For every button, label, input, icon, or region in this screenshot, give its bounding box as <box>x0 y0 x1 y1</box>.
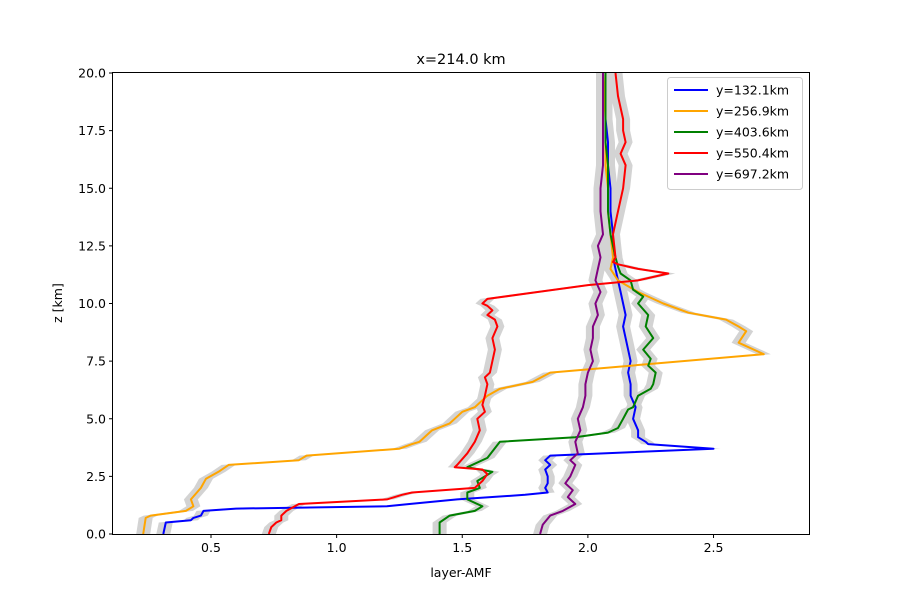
x-tick-label-5: 2.5 <box>704 540 724 555</box>
series-lines <box>142 72 765 535</box>
y-tick-label-6: 12.5 <box>78 238 106 253</box>
y-axis-ticks: 0.0 2.5 5.0 7.5 10.0 12.5 15.0 17.5 20.0 <box>78 66 113 542</box>
y-tick-label-8: 17.5 <box>78 123 106 138</box>
legend-label-1: y=132.1km <box>716 83 789 98</box>
series-line-5 <box>539 73 604 535</box>
x-tick-label-1: 0.5 <box>201 540 221 555</box>
y-tick-label-5: 10.0 <box>78 296 106 311</box>
x-tick-label-3: 1.5 <box>452 540 472 555</box>
legend-label-5: y=697.2km <box>716 167 789 182</box>
x-tick-label-2: 1.0 <box>327 540 347 555</box>
y-tick-label-1: 0.0 <box>86 527 106 542</box>
series-band-4 <box>261 73 676 534</box>
legend-items: y=132.1km y=256.9km y=403.6km y=550.4km y=69… <box>674 83 789 182</box>
series-line-2 <box>142 72 765 535</box>
y-tick-label-9: 20.0 <box>78 66 106 81</box>
legend-box <box>667 77 803 190</box>
x-tick-label-4: 2.0 <box>578 540 598 555</box>
chart-title: x=214.0 km <box>416 52 505 68</box>
y-tick-label-4: 7.5 <box>86 354 106 369</box>
series-line-4 <box>267 72 670 535</box>
y-axis-label: z [km] <box>50 283 65 323</box>
y-tick-label-7: 15.0 <box>78 181 106 196</box>
legend-label-2: y=256.9km <box>716 104 789 119</box>
x-axis-ticks: 0.5 1.0 1.5 2.0 2.5 <box>201 534 723 555</box>
y-tick-label-2: 2.5 <box>86 469 106 484</box>
legend-label-3: y=403.6km <box>716 125 789 140</box>
legend-label-4: y=550.4km <box>716 146 789 161</box>
y-tick-label-3: 5.0 <box>86 411 106 426</box>
x-axis-label: layer-AMF <box>430 565 491 580</box>
legend: y=132.1km y=256.9km y=403.6km y=550.4km y=69… <box>667 77 803 190</box>
